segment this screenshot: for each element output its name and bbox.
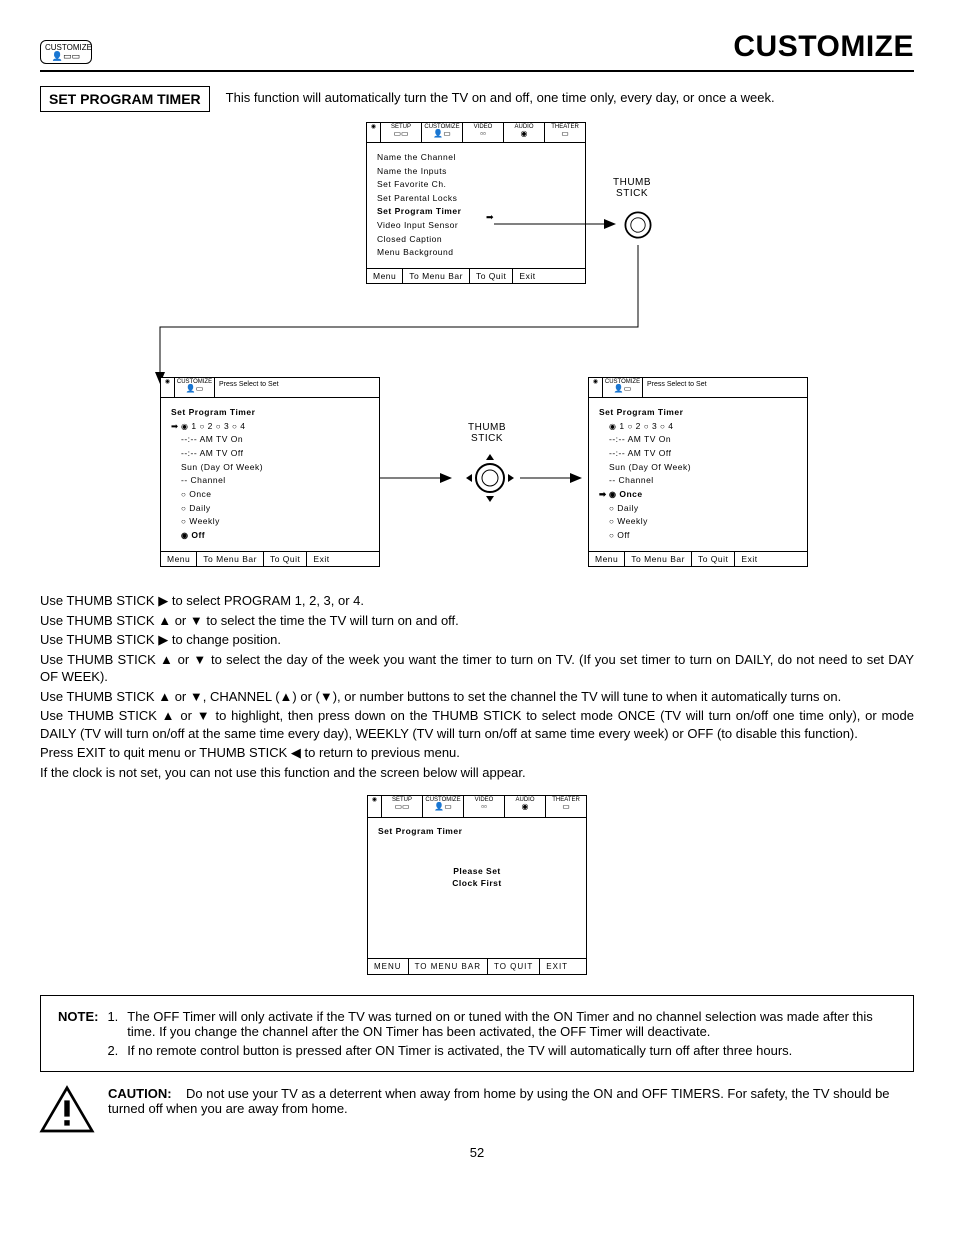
flow-arrow-2 xyxy=(380,471,460,485)
caution-label: CAUTION: xyxy=(108,1086,172,1101)
menu-footer-cell: Exit xyxy=(307,552,335,566)
menu-footer-cell: Exit xyxy=(735,552,763,566)
tab-video: VIDEO▫▫ xyxy=(463,123,504,142)
instruction-line: Use THUMB STICK ▲ or ▼ to select the tim… xyxy=(40,612,914,630)
menu-tabs-3: ◉ CUSTOMIZE👤▭ Press Select to Set xyxy=(589,378,807,398)
badge-icons: 👤▭▭ xyxy=(45,52,87,61)
tab-audio: AUDIO◉ xyxy=(505,796,546,817)
press-select: Press Select to Set xyxy=(643,378,807,397)
page-title: CUSTOMIZE xyxy=(733,30,914,64)
menu-tabs-2: ◉ CUSTOMIZE👤▭ Press Select to Set xyxy=(161,378,379,398)
clock-box-title: Set Program Timer xyxy=(378,826,576,836)
thumb-stick-label-1: THUMB STICK xyxy=(613,177,651,199)
mode-option: ○ Off xyxy=(599,529,797,543)
clock-warning-box: ◉ SETUP▭▭ CUSTOMIZE👤▭ VIDEO▫▫ AUDIO◉ THE… xyxy=(367,795,587,975)
program-radio-row: ◉ 1 ○ 2 ○ 3 ○ 4 xyxy=(599,420,797,434)
section-label: SET PROGRAM TIMER xyxy=(40,86,210,112)
instruction-line: Use THUMB STICK ▲ or ▼ to select the day… xyxy=(40,651,914,686)
title-rule xyxy=(40,70,914,72)
flow-diagram: ◉ SETUP▭▭ CUSTOMIZE👤▭ VIDEO▫▫ AUDIO◉ THE… xyxy=(40,122,914,582)
mode-option: ○ Once xyxy=(171,488,369,502)
menu-footer-cell: EXIT xyxy=(540,959,574,974)
menu-item: Set Favorite Ch. xyxy=(377,178,575,192)
menu-box-2: ◉ CUSTOMIZE👤▭ Press Select to Set Set Pr… xyxy=(160,377,380,567)
note-item-number: 1. xyxy=(106,1008,124,1040)
mode-option: ○ Daily xyxy=(171,502,369,516)
tab-theater: THEATER▭ xyxy=(545,123,585,142)
tab-knob: ◉ xyxy=(161,378,175,397)
menu-line: --:-- AM TV Off xyxy=(171,447,369,461)
menu-footer-cell: TO MENU BAR xyxy=(409,959,488,974)
tab-setup: SETUP▭▭ xyxy=(382,796,423,817)
menu-footer-cell: Menu xyxy=(589,552,625,566)
flow-line-down xyxy=(160,227,640,387)
instruction-line: Use THUMB STICK ▲ or ▼ to highlight, the… xyxy=(40,707,914,742)
caution-icon xyxy=(40,1086,94,1133)
tab-knob: ◉ xyxy=(368,796,382,817)
menu-line: Sun (Day Of Week) xyxy=(599,461,797,475)
tab-customize: CUSTOMIZE👤▭ xyxy=(423,796,464,817)
menu-item: Name the Inputs xyxy=(377,165,575,179)
menu-line: -- Channel xyxy=(171,474,369,488)
note-label: NOTE: xyxy=(57,1008,104,1040)
note-item-number: 2. xyxy=(106,1042,124,1059)
tab-customize: CUSTOMIZE👤▭ xyxy=(175,378,215,397)
menu-line: --:-- AM TV On xyxy=(171,433,369,447)
menu-footer-cell: To Quit xyxy=(264,552,307,566)
pointer-icon: ➡ xyxy=(486,212,494,223)
tab-customize: CUSTOMIZE👤▭ xyxy=(422,123,463,142)
menu-footer-cell: MENU xyxy=(368,959,409,974)
menu-line: -- Channel xyxy=(599,474,797,488)
menu-tabs: ◉ SETUP▭▭ CUSTOMIZE👤▭ VIDEO▫▫ AUDIO◉ THE… xyxy=(367,123,585,143)
menu-footer-cell: TO QUIT xyxy=(488,959,540,974)
press-select: Press Select to Set xyxy=(215,378,379,397)
note-box: NOTE: 1. The OFF Timer will only activat… xyxy=(40,995,914,1072)
menu-footer-cell: To Quit xyxy=(692,552,735,566)
menu-tabs-clock: ◉ SETUP▭▭ CUSTOMIZE👤▭ VIDEO▫▫ AUDIO◉ THE… xyxy=(368,796,586,818)
tab-video: VIDEO▫▫ xyxy=(464,796,505,817)
customize-badge: CUSTOMIZE 👤▭▭ xyxy=(40,40,92,64)
mode-option: ○ Weekly xyxy=(599,515,797,529)
tab-knob: ◉ xyxy=(589,378,603,397)
mode-option: ○ Weekly xyxy=(171,515,369,529)
mode-option: ○ Daily xyxy=(599,502,797,516)
tab-theater: THEATER▭ xyxy=(546,796,586,817)
menu-footer-cell: To Menu Bar xyxy=(197,552,264,566)
tab-knob: ◉ xyxy=(367,123,381,142)
menu-item: Name the Channel xyxy=(377,151,575,165)
thumb-stick-label-2: THUMB STICK xyxy=(468,422,506,444)
menu-title: Set Program Timer xyxy=(599,406,797,420)
page-number: 52 xyxy=(40,1145,914,1160)
menu-line: --:-- AM TV On xyxy=(599,433,797,447)
menu-footer-cell: Menu xyxy=(161,552,197,566)
mode-option: ➡◉ Once xyxy=(599,488,797,502)
tab-setup: SETUP▭▭ xyxy=(381,123,422,142)
tab-customize: CUSTOMIZE👤▭ xyxy=(603,378,643,397)
menu-item: Set Parental Locks xyxy=(377,192,575,206)
menu-title: Set Program Timer xyxy=(171,406,369,420)
note-item-text: If no remote control button is pressed a… xyxy=(126,1042,897,1059)
mode-option: ◉ Off xyxy=(171,529,369,543)
flow-arrow-3 xyxy=(520,471,590,485)
note-item-text: The OFF Timer will only activate if the … xyxy=(126,1008,897,1040)
instruction-line: Press EXIT to quit menu or THUMB STICK ◀… xyxy=(40,744,914,762)
instruction-line: If the clock is not set, you can not use… xyxy=(40,764,914,782)
instruction-line: Use THUMB STICK ▲ or ▼, CHANNEL (▲) or (… xyxy=(40,688,914,706)
menu-box-3: ◉ CUSTOMIZE👤▭ Press Select to Set Set Pr… xyxy=(588,377,808,567)
instruction-line: Use THUMB STICK ▶ to change position. xyxy=(40,631,914,649)
menu-footer-cell: To Menu Bar xyxy=(625,552,692,566)
instruction-line: Use THUMB STICK ▶ to select PROGRAM 1, 2… xyxy=(40,592,914,610)
menu-line: Sun (Day Of Week) xyxy=(171,461,369,475)
section-description: This function will automatically turn th… xyxy=(226,86,914,105)
caution-box: CAUTION: Do not use your TV as a deterre… xyxy=(40,1086,914,1133)
clock-box-message: Please Set Clock First xyxy=(378,866,576,888)
menu-line: --:-- AM TV Off xyxy=(599,447,797,461)
program-radio-row: ➡◉ 1 ○ 2 ○ 3 ○ 4 xyxy=(171,420,369,434)
instructions: Use THUMB STICK ▶ to select PROGRAM 1, 2… xyxy=(40,592,914,781)
tab-audio: AUDIO◉ xyxy=(504,123,545,142)
thumb-stick-icon-2 xyxy=(460,448,520,508)
caution-text: Do not use your TV as a deterrent when a… xyxy=(108,1086,890,1116)
